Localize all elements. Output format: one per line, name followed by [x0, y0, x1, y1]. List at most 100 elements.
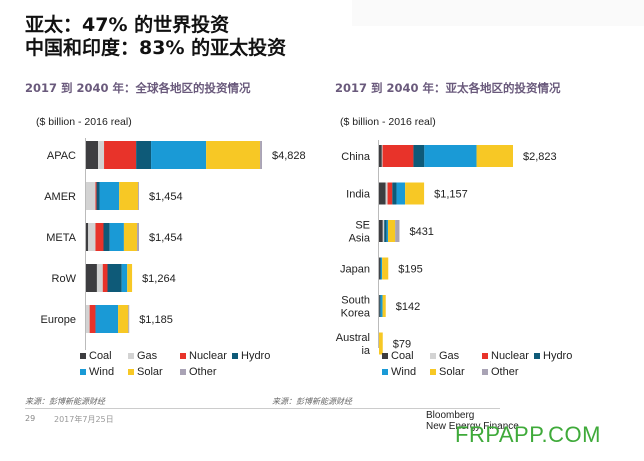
legend-swatch: [128, 369, 134, 375]
legend-swatch: [80, 369, 86, 375]
bar-segment-row-coal: [86, 264, 97, 292]
bar-group-india: [379, 182, 425, 205]
bar-segment-amer-nuclear: [95, 182, 97, 210]
bar-segment-apac-nuclear: [104, 141, 137, 169]
bar-segment-meta-other: [137, 223, 140, 251]
legend-item-solar: Solar: [128, 366, 163, 378]
left-unit-label: ($ billion - 2016 real): [36, 116, 132, 128]
bar-segment-india-solar: [405, 182, 425, 205]
bar-segment-se-asia-other: [395, 220, 400, 242]
legend: Coal Gas Nuclear Hydro Wind Solar Other: [80, 350, 270, 378]
site-watermark: FRPAPP.COM: [455, 422, 601, 447]
bar-group-amer: [86, 182, 140, 210]
legend-label: Coal: [391, 350, 414, 362]
bar-segment-meta-nuclear: [95, 223, 104, 251]
bar-segment-row-nuclear: [102, 264, 108, 292]
legend-item-solar: Solar: [430, 366, 465, 378]
legend-item-other: Other: [180, 366, 217, 378]
bar-segment-south-korea-wind: [380, 295, 383, 317]
bar-segment-apac-hydro: [136, 141, 152, 169]
legend-swatch: [128, 353, 134, 359]
legend-item-other: Other: [482, 366, 519, 378]
left-stacked-bar-chart: APAC $4,828 AMER $1,454 META $1,454 RoW $1,264 E…: [41, 138, 306, 378]
bar-segment-amer-other: [138, 182, 140, 210]
total-label: $1,264: [142, 273, 176, 285]
bar-segment-europe-gas: [86, 305, 90, 333]
bar-segment-china-nuclear: [382, 145, 414, 167]
bar-segment-china-hydro: [413, 145, 425, 167]
legend-label: Coal: [89, 350, 112, 362]
brand-line1: Bloomberg: [426, 410, 475, 421]
bar-group-apac: [86, 141, 262, 169]
bar-segment-se-asia-wind: [386, 220, 389, 242]
category-label: META: [46, 232, 76, 244]
bar-segment-india-nuclear: [387, 182, 393, 205]
legend-label: Solar: [439, 366, 465, 378]
legend-swatch: [382, 353, 388, 359]
bar-group-europe: [86, 305, 130, 333]
total-label: $4,828: [272, 150, 306, 162]
right-unit-label: ($ billion - 2016 real): [340, 116, 436, 128]
legend-label: Solar: [137, 366, 163, 378]
legend-item-coal: Coal: [80, 350, 112, 362]
left-chart-title: 2017 到 2040 年：全球各地区的投资情况: [25, 81, 251, 95]
left-source: 来源：彭博新能源财经: [25, 397, 105, 406]
bar-segment-japan-coal: [379, 257, 380, 280]
legend-item-wind: Wind: [80, 366, 114, 378]
bar-segment-europe-other: [128, 305, 130, 333]
legend-label: Other: [491, 366, 519, 378]
footer-divider: [25, 408, 500, 409]
total-label: $2,823: [523, 151, 557, 163]
category-label: China: [341, 151, 371, 163]
legend-swatch: [534, 353, 540, 359]
legend-swatch: [430, 353, 436, 359]
category-label: RoW: [52, 273, 77, 285]
top-watermark: [352, 0, 644, 26]
bar-group-australia: [379, 332, 383, 355]
legend-item-gas: Gas: [430, 350, 460, 362]
category-label: India: [346, 189, 371, 201]
bar-group-japan: [379, 257, 389, 280]
bar-segment-china-coal: [379, 145, 382, 167]
legend-item-nuclear: Nuclear: [482, 350, 529, 362]
bar-segment-south-korea-coal: [379, 295, 380, 317]
bar-segment-china-solar: [476, 145, 513, 167]
total-label: $1,454: [149, 191, 183, 203]
legend-swatch: [430, 369, 436, 375]
legend-swatch: [232, 353, 238, 359]
category-label: AMER: [44, 191, 76, 203]
legend-item-hydro: Hydro: [232, 350, 270, 362]
category-label: Austral: [336, 332, 370, 344]
total-label: $1,157: [434, 189, 468, 201]
bar-segment-se-asia-coal: [379, 220, 383, 242]
bar-segment-se-asia-gas: [382, 220, 385, 242]
bar-segment-meta-solar: [123, 223, 138, 251]
bar-segment-south-korea-solar: [382, 295, 386, 317]
legend-label: Wind: [391, 366, 416, 378]
category-label: APAC: [47, 150, 76, 162]
legend-label: Hydro: [543, 350, 572, 362]
legend-label: Wind: [89, 366, 114, 378]
legend-swatch: [482, 353, 488, 359]
bar-segment-apac-gas: [98, 141, 105, 169]
bar-segment-amer-gas: [86, 182, 96, 210]
total-label: $142: [396, 301, 420, 313]
right-chart-title: 2017 到 2040 年：亚太各地区的投资情况: [335, 81, 561, 95]
bar-segment-apac-solar: [206, 141, 261, 169]
bar-segment-japan-solar: [382, 257, 389, 280]
legend: Coal Gas Nuclear Hydro Wind Solar Other: [382, 350, 572, 378]
bar-segment-europe-nuclear: [89, 305, 96, 333]
total-label: $431: [409, 226, 433, 238]
footer-date: 2017年7月25日: [54, 415, 114, 424]
page-number: 29: [25, 414, 36, 423]
page-title-line1: 亚太：47% 的世界投资: [25, 14, 230, 36]
bar-segment-meta-wind: [109, 223, 124, 251]
total-label: $1,454: [149, 232, 183, 244]
bar-segment-india-hydro: [392, 182, 397, 205]
legend-label: Gas: [137, 350, 158, 362]
bar-segment-row-wind: [121, 264, 128, 292]
bar-group-china: [379, 145, 513, 167]
category-label: ia: [361, 345, 370, 357]
legend-label: Nuclear: [491, 350, 529, 362]
